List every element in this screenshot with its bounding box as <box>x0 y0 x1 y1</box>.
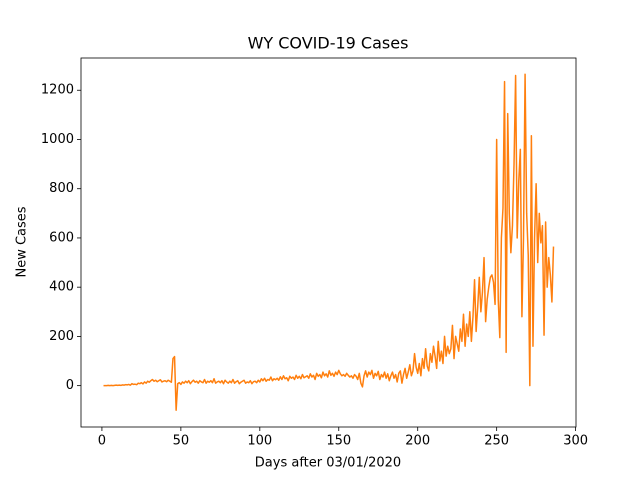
x-tick-label: 200 <box>405 434 430 449</box>
x-tick-label: 0 <box>98 434 106 449</box>
y-tick-label: 0 <box>66 378 74 393</box>
plot-frame <box>80 57 577 428</box>
x-tick-label: 150 <box>326 434 351 449</box>
x-tick-label: 50 <box>173 434 190 449</box>
data-line <box>103 73 555 412</box>
x-tick-label: 250 <box>484 434 509 449</box>
y-tick-label: 200 <box>49 329 74 344</box>
chart-title: WY COVID-19 Cases <box>248 34 409 53</box>
x-tick-label: 300 <box>563 434 588 449</box>
y-tick-label: 1000 <box>41 132 74 147</box>
y-axis-label: New Cases <box>15 206 30 277</box>
x-axis-label: Days after 03/01/2020 <box>255 456 401 471</box>
y-tick-label: 800 <box>49 181 74 196</box>
y-tick-label: 600 <box>49 230 74 245</box>
y-tick-label: 1200 <box>41 83 74 98</box>
x-tick-label: 100 <box>247 434 272 449</box>
y-tick-label: 400 <box>49 280 74 295</box>
